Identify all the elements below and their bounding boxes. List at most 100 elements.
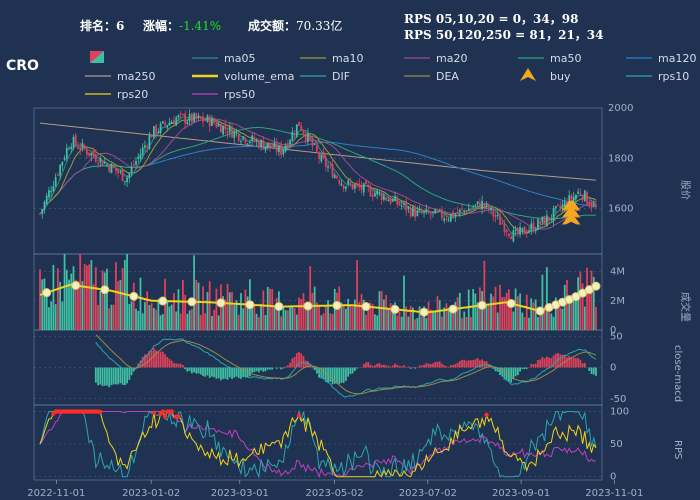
volume-bar — [168, 306, 171, 330]
candle-body — [88, 152, 91, 156]
volume-bar — [70, 273, 73, 330]
candle-body — [333, 174, 336, 178]
candle-body — [403, 203, 405, 205]
candle-body — [572, 196, 575, 202]
macd-bar — [128, 367, 131, 380]
macd-bar — [103, 367, 106, 386]
turnover: 成交额：70.33亿 — [248, 19, 343, 33]
volume-bar — [396, 315, 399, 330]
candle-body — [329, 165, 332, 167]
volume-bar — [452, 313, 454, 330]
volume-bar — [347, 298, 350, 330]
volume-bar — [260, 303, 262, 330]
volume-bar — [358, 301, 361, 330]
macd-bar — [530, 363, 533, 368]
candle-body — [304, 133, 307, 141]
candle-body — [427, 210, 430, 214]
macd-bar — [378, 363, 381, 368]
candle-body — [385, 197, 387, 201]
volume-bar — [380, 290, 383, 330]
macd-bar — [166, 357, 169, 368]
volume-bar — [231, 291, 233, 330]
macd-bar — [362, 364, 365, 368]
candle-body — [367, 185, 370, 187]
volume-bar — [204, 313, 207, 330]
volume-bar — [342, 304, 345, 330]
macd-bar — [572, 357, 575, 368]
volume-bar — [213, 309, 216, 330]
macd-bar — [115, 367, 117, 385]
volume-bar — [365, 314, 367, 330]
volume-bar — [77, 281, 79, 330]
volume-bar — [528, 317, 530, 330]
legend-label-ma05: ma05 — [224, 52, 255, 65]
macd-bar — [271, 367, 274, 370]
volume-bar — [356, 260, 358, 330]
candle-body — [577, 191, 580, 194]
candle-body — [139, 154, 142, 159]
candle-body — [293, 134, 296, 136]
volume-bar — [286, 310, 289, 330]
macd-bar — [242, 367, 245, 378]
macd-bar — [262, 367, 265, 372]
volume-bar — [92, 284, 95, 330]
candle-body — [581, 195, 584, 200]
volume-bar — [41, 279, 44, 330]
candle-body — [97, 163, 99, 165]
candle-body — [126, 177, 128, 183]
volume-bar — [322, 313, 325, 330]
volume-bar — [345, 308, 347, 330]
macd-bar — [523, 367, 526, 370]
volume-bar — [257, 317, 260, 330]
macd-bar — [420, 365, 423, 368]
macd-bar — [407, 366, 410, 368]
volume-bar — [530, 298, 533, 330]
macd-bar — [499, 367, 501, 376]
macd-bar — [438, 361, 441, 368]
macd-bar — [380, 365, 383, 368]
macd-bar — [331, 367, 334, 385]
macd-bar — [503, 367, 506, 380]
candle-body — [374, 192, 376, 197]
candle-body — [525, 232, 528, 235]
candle-body — [269, 142, 271, 148]
macd-bar — [595, 367, 597, 376]
macd-bar — [97, 367, 99, 386]
macd-bar — [266, 367, 269, 370]
candle-body — [219, 124, 222, 133]
volume-bar — [152, 308, 155, 330]
candle-body — [222, 125, 224, 135]
macd-bar — [423, 364, 425, 368]
candle-body — [487, 204, 490, 211]
candle-body — [72, 136, 75, 148]
macd-bar — [253, 367, 256, 373]
volume-bar — [97, 304, 99, 330]
macd-bar — [101, 367, 104, 387]
volume-bar — [188, 310, 191, 330]
macd-bar — [521, 367, 524, 370]
macd-bar — [307, 361, 309, 368]
price-tick-label: 1800 — [608, 153, 633, 164]
macd-bar — [592, 367, 595, 375]
volume-bar — [81, 281, 84, 330]
volume-bar — [537, 317, 539, 330]
volume-bar — [416, 317, 419, 330]
candle-body — [61, 161, 64, 166]
candle-body — [226, 131, 229, 134]
volume-bar — [577, 277, 580, 330]
volume-bar — [385, 294, 387, 330]
volume-bar — [481, 291, 484, 330]
x-tick-label: 2023-03-01 — [211, 488, 269, 499]
candle-body — [467, 208, 470, 212]
candle-body — [376, 190, 379, 195]
volume-bar — [117, 281, 120, 330]
macd-bar — [554, 353, 557, 368]
macd-bar — [132, 367, 135, 372]
candle-body — [240, 141, 242, 143]
volume-bar — [320, 315, 323, 330]
macd-bar — [175, 363, 178, 368]
candle-body — [237, 133, 240, 141]
candle-body — [117, 169, 120, 174]
macd-bar — [322, 367, 325, 380]
volume-marker — [245, 300, 255, 310]
